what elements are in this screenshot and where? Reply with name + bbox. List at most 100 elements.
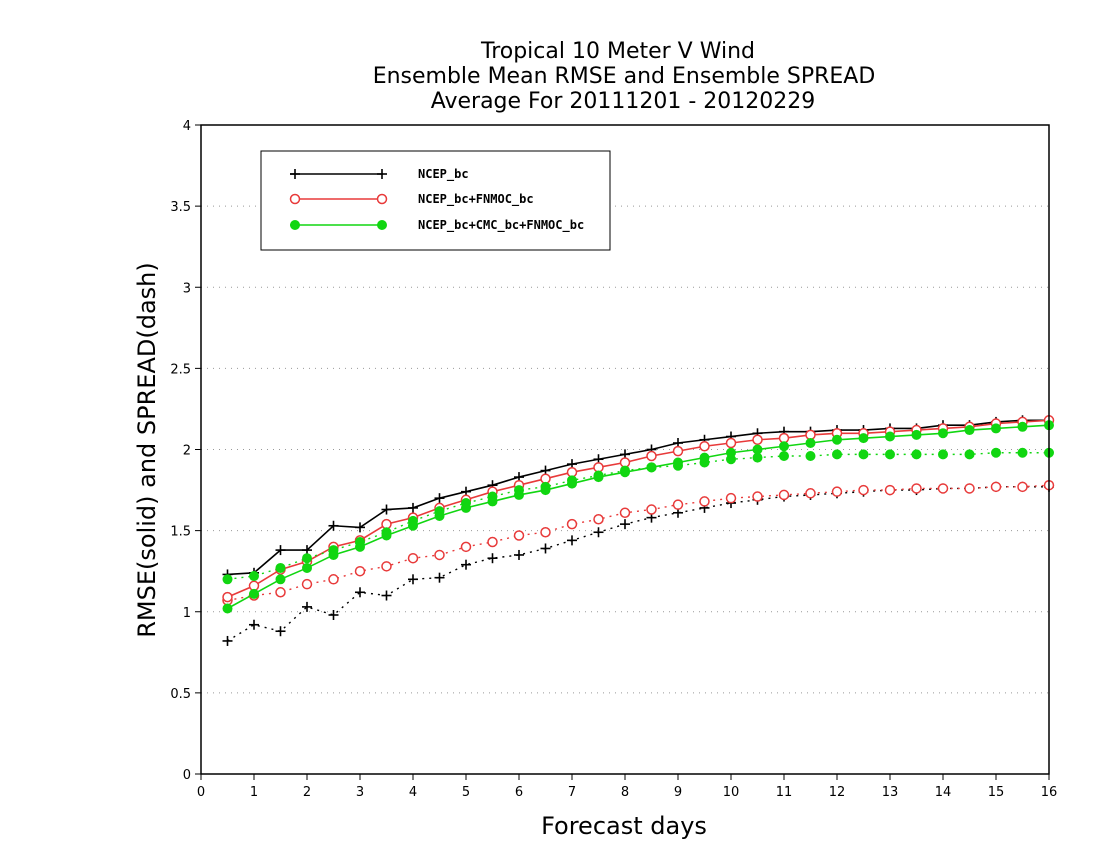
series-2-spread-point-27: [938, 449, 948, 460]
series-1-rmse-line: [227, 419, 1050, 598]
series-2-rmse-point-17: [673, 457, 683, 468]
series-1: [222, 415, 1055, 606]
legend: NCEP_bc NCEP_bc+FNMOC_bc NCEP_bc+CMC_bc+FN…: [260, 150, 611, 251]
series-1-spread-point-12: [540, 526, 551, 538]
series-1-spread-point-18: [699, 496, 710, 507]
series-2-rmse-point-2: [275, 574, 286, 585]
series-1-spread-point-3: [301, 578, 313, 590]
series-1-spread-point-13: [566, 518, 578, 530]
series-1-rmse-point-0: [222, 591, 233, 603]
series-2-rmse-point-21: [779, 441, 789, 452]
series-1-spread-point-2: [275, 587, 286, 598]
series-0: [222, 415, 1054, 646]
y-tick-label-4: 2: [183, 444, 191, 459]
legend-marker-left-1: [289, 193, 301, 205]
y-tick-label-2: 1: [183, 606, 191, 621]
series-1-spread-point-8: [434, 549, 445, 561]
series-2-spread-point-21: [779, 450, 789, 461]
series-2-spread-point-24: [858, 449, 869, 460]
series-2-rmse-point-5: [355, 541, 365, 552]
series-1-spread-point-17: [672, 499, 684, 510]
series-0-spread-point-3: [302, 601, 312, 612]
series-2-spread-point-22: [805, 450, 816, 461]
series-1-spread-point-24: [858, 484, 869, 496]
series-layer: [222, 415, 1055, 646]
y-tick-label-1: 0.5: [170, 687, 191, 702]
series-0-rmse-point-6: [381, 504, 392, 515]
x-tick-label-16: 16: [1041, 785, 1058, 800]
series-1-spread-point-6: [381, 561, 392, 572]
series-2-rmse-point-23: [832, 434, 842, 445]
series-1-spread-point-10: [487, 536, 498, 548]
x-tick-label-3: 3: [356, 785, 364, 800]
series-2-spread-point-0: [222, 574, 233, 585]
series-1-rmse-point-17: [672, 445, 684, 457]
series-0-spread-point-7: [408, 574, 418, 585]
series-1-spread-point-28: [964, 483, 975, 494]
series-0-spread-point-14: [593, 527, 604, 538]
y-tick-label-7: 3.5: [170, 200, 191, 215]
series-1-spread-point-27: [937, 483, 949, 494]
series-2-rmse-point-18: [699, 452, 710, 463]
series-2-rmse-point-7: [408, 520, 418, 531]
series-1-rmse-point-18: [699, 441, 710, 452]
x-tick-label-6: 6: [515, 785, 523, 800]
series-2-rmse-point-9: [461, 502, 471, 513]
series-1-rmse-point-16: [646, 450, 657, 462]
series-1-spread-point-20: [752, 491, 763, 502]
series-1-spread-point-23: [831, 486, 843, 497]
x-tick-label-1: 1: [250, 785, 258, 800]
series-1-spread-point-16: [646, 504, 657, 515]
series-2-rmse-point-15: [620, 467, 630, 478]
series-0-spread-point-15: [620, 519, 630, 530]
legend-marker-left-0: [290, 169, 300, 179]
series-2-spread-point-23: [832, 449, 842, 460]
series-2-rmse-point-25: [885, 431, 895, 442]
series-0-rmse-point-7: [408, 502, 418, 513]
series-0-spread-line: [227, 486, 1049, 642]
series-2-spread-point-30: [1017, 447, 1028, 458]
series-2-rmse-point-28: [964, 425, 975, 436]
series-2-rmse-point-22: [805, 438, 816, 449]
series-1-spread-point-29: [990, 481, 1002, 493]
series-1-spread-point-30: [1017, 481, 1028, 493]
series-1-spread-point-7: [407, 552, 419, 564]
series-2-rmse-point-13: [567, 478, 577, 489]
series-2-spread-point-26: [911, 449, 922, 460]
y-axis-label: RMSE(solid) and SPREAD(dash): [133, 262, 161, 638]
series-2-rmse-point-6: [381, 530, 392, 541]
x-tick-label-10: 10: [723, 785, 740, 800]
series-1-spread-point-26: [911, 483, 922, 494]
series-0-spread-point-4: [328, 609, 339, 620]
series-2: [222, 420, 1054, 614]
series-2-spread-point-1: [249, 571, 259, 582]
series-2-rmse-point-1: [249, 588, 259, 599]
y-tick-label-0: 0: [183, 768, 191, 783]
series-2-spread-point-2: [275, 562, 286, 573]
y-tick-label-5: 2.5: [170, 362, 191, 377]
x-tick-label-4: 4: [409, 785, 417, 800]
series-2-rmse-point-4: [328, 549, 339, 560]
legend-marker-right-2: [377, 220, 387, 230]
series-1-spread-point-9: [460, 541, 472, 553]
series-2-rmse-point-12: [540, 485, 551, 496]
x-tick-label-7: 7: [568, 785, 576, 800]
x-tick-label-13: 13: [882, 785, 899, 800]
series-1-spread-point-22: [805, 488, 816, 499]
legend-marker-right-1: [376, 193, 388, 205]
series-0-rmse-point-5: [355, 522, 365, 533]
series-0-spread-point-10: [487, 553, 498, 564]
series-2-rmse-point-0: [222, 603, 233, 614]
series-2-rmse-point-10: [487, 496, 498, 507]
series-2-rmse-point-24: [858, 433, 869, 444]
x-tick-label-5: 5: [462, 785, 470, 800]
series-0-spread-point-11: [514, 549, 524, 560]
title-line-3: Average For 20111201 - 20120229: [431, 89, 816, 114]
y-tick-label-3: 1.5: [170, 525, 191, 540]
series-2-rmse-point-8: [434, 511, 445, 522]
legend-box: [260, 150, 611, 251]
legend-marker-right-0: [377, 169, 387, 179]
series-2-spread-point-25: [885, 449, 895, 460]
series-1-spread-point-19: [725, 492, 737, 504]
